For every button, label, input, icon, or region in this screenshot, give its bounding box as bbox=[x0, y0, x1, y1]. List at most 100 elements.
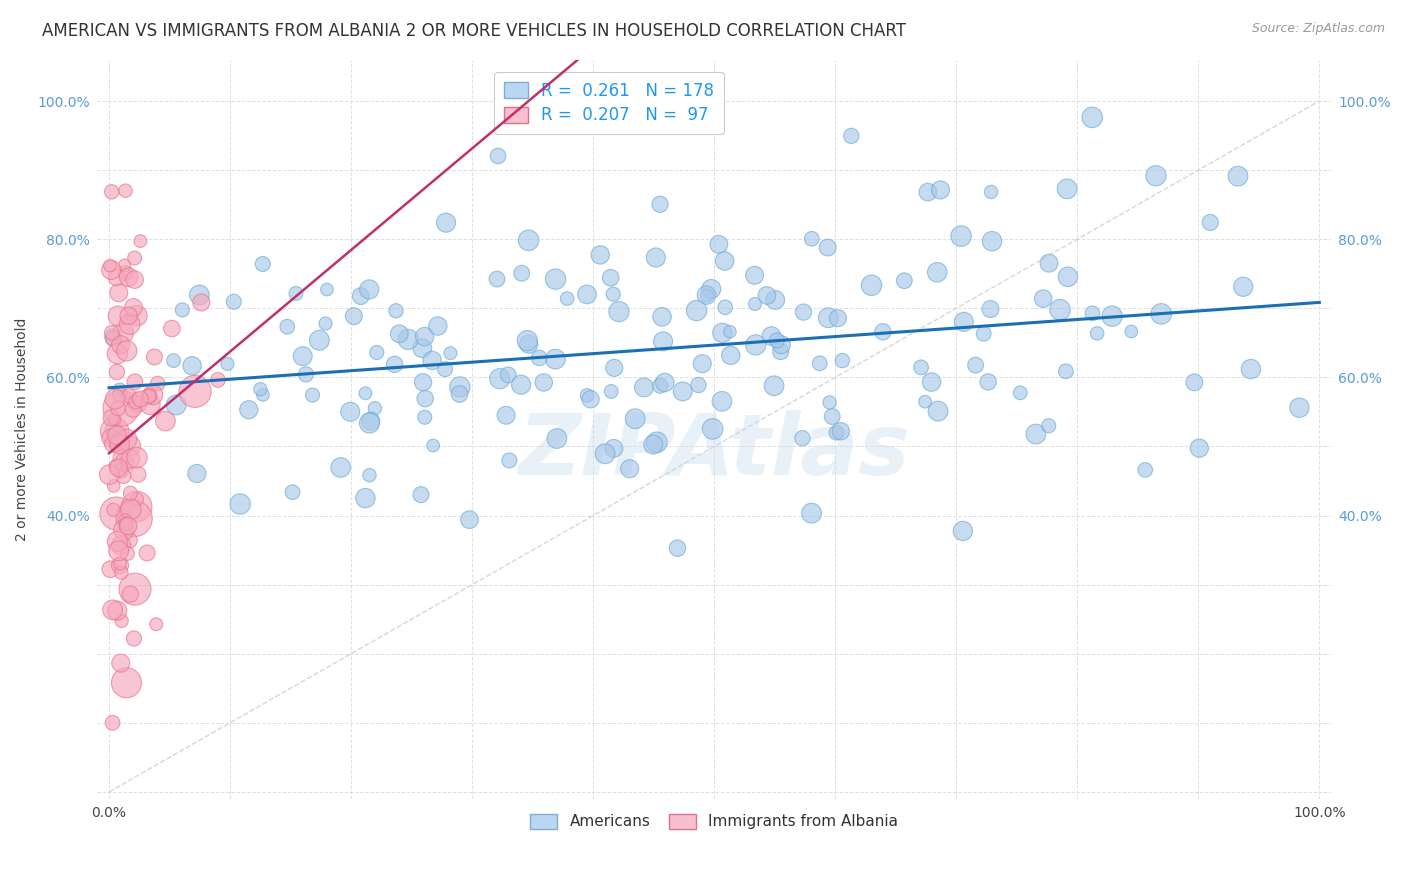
Point bbox=[1182, 376, 1205, 390]
Point bbox=[359, 416, 381, 430]
Point bbox=[229, 497, 252, 511]
Point bbox=[103, 332, 125, 346]
Point bbox=[252, 388, 274, 402]
Point bbox=[420, 353, 443, 368]
Point bbox=[110, 614, 132, 628]
Point bbox=[118, 270, 141, 285]
Point bbox=[112, 469, 135, 483]
Point bbox=[118, 389, 141, 403]
Point bbox=[100, 185, 122, 199]
Point bbox=[589, 248, 612, 262]
Point bbox=[207, 373, 229, 387]
Point bbox=[145, 617, 167, 632]
Point bbox=[825, 425, 848, 440]
Point bbox=[114, 513, 136, 527]
Point bbox=[316, 283, 339, 297]
Point bbox=[98, 467, 121, 482]
Point bbox=[217, 357, 239, 371]
Point bbox=[127, 395, 149, 409]
Point bbox=[700, 282, 723, 296]
Point bbox=[1054, 364, 1077, 378]
Point bbox=[517, 233, 540, 247]
Point bbox=[413, 410, 436, 425]
Point bbox=[579, 392, 602, 407]
Point bbox=[872, 325, 894, 339]
Point bbox=[710, 394, 733, 409]
Point bbox=[101, 603, 124, 617]
Point bbox=[129, 392, 152, 406]
Point bbox=[685, 303, 707, 318]
Point bbox=[544, 352, 567, 367]
Point bbox=[927, 265, 949, 279]
Point bbox=[364, 401, 387, 416]
Point bbox=[1150, 307, 1173, 321]
Point bbox=[458, 513, 481, 527]
Point bbox=[124, 395, 146, 409]
Point bbox=[354, 491, 377, 505]
Point bbox=[110, 337, 132, 351]
Point bbox=[648, 197, 671, 211]
Point bbox=[910, 360, 932, 375]
Point bbox=[1288, 401, 1310, 415]
Point bbox=[115, 516, 138, 531]
Point bbox=[114, 184, 136, 198]
Point bbox=[138, 389, 160, 403]
Point bbox=[117, 519, 139, 533]
Point bbox=[125, 450, 148, 465]
Point bbox=[755, 288, 778, 302]
Point bbox=[110, 451, 132, 466]
Point bbox=[124, 582, 146, 596]
Point bbox=[602, 287, 624, 301]
Point bbox=[105, 507, 128, 521]
Point bbox=[350, 289, 373, 303]
Point bbox=[714, 301, 737, 315]
Point bbox=[315, 317, 337, 331]
Point bbox=[831, 353, 853, 368]
Point bbox=[104, 412, 127, 426]
Point bbox=[696, 288, 718, 302]
Point bbox=[112, 523, 135, 537]
Point bbox=[101, 715, 124, 730]
Point bbox=[139, 398, 162, 412]
Point bbox=[238, 402, 260, 417]
Point bbox=[339, 405, 361, 419]
Point bbox=[434, 362, 457, 376]
Point bbox=[359, 282, 381, 296]
Point bbox=[108, 387, 131, 401]
Point bbox=[98, 259, 121, 273]
Point bbox=[973, 326, 995, 341]
Point bbox=[921, 375, 943, 389]
Point bbox=[769, 344, 792, 359]
Point bbox=[603, 360, 626, 375]
Point bbox=[643, 437, 665, 451]
Point bbox=[162, 353, 184, 368]
Point bbox=[1057, 269, 1080, 284]
Point bbox=[439, 346, 461, 360]
Point bbox=[413, 392, 436, 406]
Point bbox=[977, 375, 1000, 389]
Point bbox=[120, 439, 142, 453]
Point bbox=[917, 185, 939, 199]
Point bbox=[761, 329, 783, 343]
Point bbox=[914, 394, 936, 409]
Point bbox=[1010, 385, 1032, 400]
Point bbox=[112, 455, 135, 469]
Point bbox=[792, 305, 814, 319]
Point bbox=[105, 428, 128, 442]
Point bbox=[122, 402, 145, 417]
Point bbox=[952, 315, 974, 329]
Point bbox=[146, 376, 169, 391]
Point bbox=[122, 511, 145, 525]
Point bbox=[929, 183, 952, 197]
Point bbox=[533, 376, 555, 390]
Point bbox=[860, 278, 883, 293]
Point bbox=[711, 326, 734, 340]
Point bbox=[1038, 256, 1060, 270]
Point bbox=[644, 251, 666, 265]
Point bbox=[426, 318, 449, 333]
Point bbox=[276, 319, 298, 334]
Text: ZIPAtlas: ZIPAtlas bbox=[519, 410, 910, 493]
Point bbox=[1232, 279, 1254, 293]
Point bbox=[1032, 292, 1054, 306]
Point bbox=[449, 380, 471, 394]
